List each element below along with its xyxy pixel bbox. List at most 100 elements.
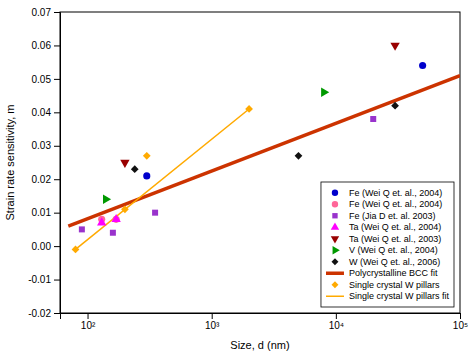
tick-label: 0.03 <box>32 140 52 151</box>
point <box>391 102 399 110</box>
legend-swatch <box>326 296 344 298</box>
legend-box <box>321 182 454 307</box>
legend-swatch <box>332 190 338 196</box>
tick: -0.02 <box>28 308 60 319</box>
y-axis-title: Strain rate sensitivity, m <box>4 105 16 221</box>
point <box>111 214 120 222</box>
tick-label: 0.02 <box>32 174 52 185</box>
tick-mark <box>54 45 60 46</box>
point <box>131 165 139 173</box>
marks <box>68 43 460 254</box>
point <box>152 210 158 216</box>
tick: 0.03 <box>32 140 60 151</box>
legend-swatch <box>332 258 339 265</box>
tick: 10² <box>81 313 96 331</box>
point <box>79 226 85 232</box>
tick-mark <box>54 246 60 247</box>
tick: 0.01 <box>32 207 60 218</box>
tick-mark <box>54 280 60 281</box>
legend-swatch <box>326 272 344 276</box>
tick-label: 0.04 <box>32 107 52 118</box>
legend-label: Single crystal W pillars fit <box>349 291 450 301</box>
point <box>321 88 329 97</box>
tick: 10⁵ <box>453 313 468 331</box>
legend-swatch <box>332 213 337 218</box>
point <box>103 195 111 204</box>
tick-mark <box>54 12 60 13</box>
x-axis: 10² 10³ 10⁴ 10⁵ <box>61 313 469 331</box>
legend-swatch <box>331 236 339 243</box>
tick-label: 0.06 <box>32 40 52 51</box>
legend-label: Ta (Wei Q et. al., 2003) <box>349 234 441 244</box>
tick-mark <box>54 79 60 80</box>
axis-line <box>61 314 461 320</box>
point <box>390 43 399 51</box>
legend-label: V (Wei Q et. al., 2004) <box>349 245 438 255</box>
legend-item: Single crystal W pillars <box>332 280 440 290</box>
point <box>419 62 426 69</box>
tick-label: 10⁵ <box>453 320 468 331</box>
tick-mark <box>54 146 60 147</box>
legend-label: Fe (Jia D et. al. 2003) <box>349 211 436 221</box>
chart: 10² 10³ 10⁴ 10⁵ -0.02 -0.01 0.00 0.01 0.02 0.03 0.… <box>0 0 474 355</box>
plot: 10² 10³ 10⁴ 10⁵ -0.02 -0.01 0.00 0.01 0.02 0.03 0.… <box>28 7 468 331</box>
tick-mark <box>54 213 60 214</box>
legend-item: Fe (Wei Q et. al., 2004) <box>332 199 443 209</box>
tick: 0.07 <box>32 7 60 18</box>
legend-label: Polycrystalline BCC fit <box>349 268 438 278</box>
tick-mark <box>54 112 60 113</box>
axis-line <box>54 13 61 314</box>
point <box>120 160 129 168</box>
tick-label: 0.07 <box>32 7 52 18</box>
tick-label: 0.05 <box>32 74 52 85</box>
y-axis: -0.02 -0.01 0.00 0.01 0.02 0.03 0.04 0.05 0.06 0.… <box>28 7 60 319</box>
plot-frame <box>60 12 460 313</box>
tick-label: -0.01 <box>28 274 51 285</box>
tick-mark <box>212 313 213 319</box>
legend-item: Ta (Wei Q et. al., 2003) <box>331 234 442 244</box>
tick-label: 0.01 <box>32 207 52 218</box>
tick: -0.01 <box>28 274 60 285</box>
legend-item: Fe (Jia D et. al. 2003) <box>332 211 435 221</box>
point <box>121 205 129 213</box>
tick-label: 10⁴ <box>329 320 344 331</box>
tick-mark <box>54 313 60 314</box>
legend-item: Fe (Wei Q et. al., 2004) <box>332 188 443 198</box>
tick: 0.00 <box>32 241 60 252</box>
tick-label: 0.00 <box>32 241 52 252</box>
legend-swatch <box>331 222 339 229</box>
tick-mark <box>336 313 337 319</box>
x-axis-title: Size, d (nm) <box>230 339 289 351</box>
legend-label: Ta (Wei Q et. al., 2004) <box>349 222 441 232</box>
tick: 0.05 <box>32 74 60 85</box>
point <box>72 246 80 254</box>
point <box>110 230 116 236</box>
tick-mark <box>54 179 60 180</box>
point <box>97 217 106 225</box>
tick-label: 10² <box>81 320 96 331</box>
legend-swatch <box>333 246 340 254</box>
line <box>76 109 250 249</box>
point <box>245 105 253 113</box>
tick-mark <box>460 313 461 319</box>
legend-item: Polycrystalline BCC fit <box>326 268 438 278</box>
tick: 10³ <box>205 313 220 331</box>
point <box>143 172 150 179</box>
legend-label: Fe (Wei Q et. al., 2004) <box>349 188 442 198</box>
legend-item: Single crystal W pillars fit <box>326 291 450 301</box>
line <box>68 76 460 227</box>
legend-label: Single crystal W pillars <box>349 280 440 290</box>
tick: 0.02 <box>32 174 60 185</box>
lines <box>68 76 460 250</box>
point <box>295 152 303 160</box>
tick: 0.04 <box>32 107 60 118</box>
point <box>143 152 151 160</box>
legend-swatch <box>332 201 338 207</box>
legend-item: Ta (Wei Q et. al., 2004) <box>331 222 442 232</box>
legend-swatch <box>332 281 339 288</box>
legend: Fe (Wei Q et. al., 2004)Fe (Wei Q et. al… <box>321 182 454 307</box>
tick-mark <box>88 313 89 319</box>
legend-item: W (Wei Q et. al., 2006) <box>332 257 441 267</box>
tick: 0.06 <box>32 40 60 51</box>
tick-label: 10³ <box>205 320 220 331</box>
